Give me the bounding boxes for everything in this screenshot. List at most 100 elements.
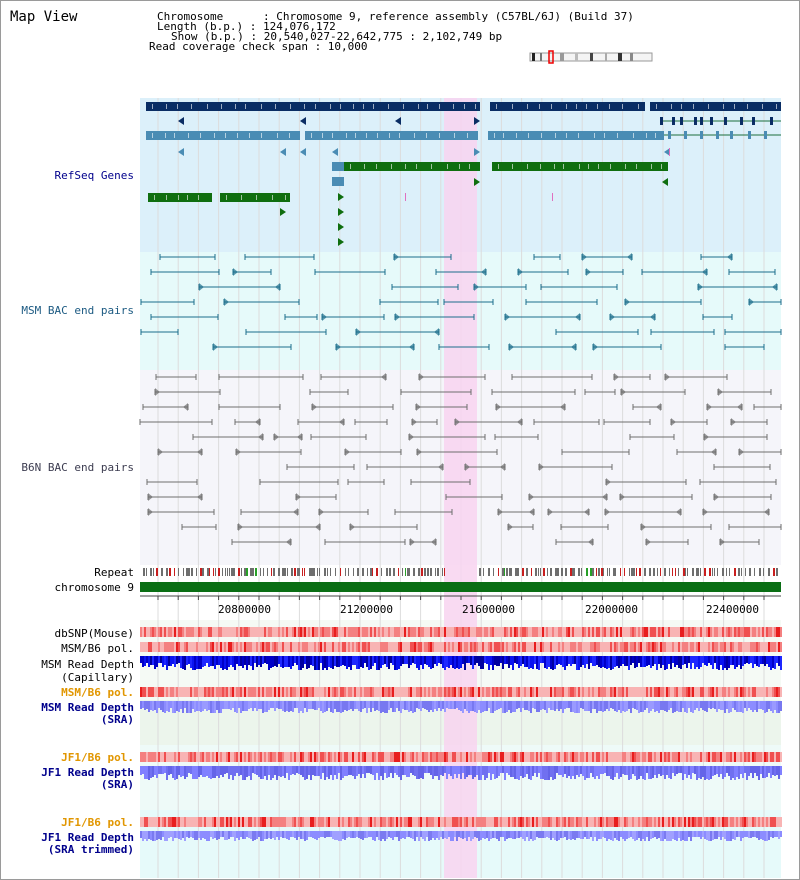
polymorphism-cell	[436, 687, 438, 697]
polymorphism-cell	[336, 642, 338, 652]
msm-bac-label[interactable]: MSM BAC end pairs	[21, 304, 134, 317]
polymorphism-cell	[608, 642, 610, 652]
polymorphism-cell	[774, 817, 776, 827]
read-depth-bin	[676, 766, 678, 774]
polymorphism-cell	[680, 752, 682, 762]
polymorphism-cell	[720, 817, 722, 827]
polymorphism-cell	[444, 687, 446, 697]
polymorphism-cell	[616, 752, 618, 762]
read-depth-bin	[160, 766, 162, 774]
repeat-element	[526, 568, 528, 576]
read-depth-bin	[210, 701, 212, 713]
read-depth-bin	[284, 766, 286, 778]
polymorphism-cell	[214, 752, 216, 762]
polymorphism-cell	[320, 627, 322, 637]
read-depth-bin	[720, 831, 722, 840]
polymorphism-cell	[256, 687, 258, 697]
polymorphism-cell	[450, 642, 452, 652]
polymorphism-cell	[754, 687, 756, 697]
gene-strand-arrow	[338, 223, 344, 231]
polymorphism-cell	[400, 642, 402, 652]
read-depth-bin	[220, 656, 222, 668]
repeat-element	[547, 568, 548, 576]
read-depth-bin	[732, 766, 734, 778]
polymorphism-cell	[278, 817, 280, 827]
polymorphism-cell	[182, 627, 184, 637]
read-depth-bin	[640, 656, 642, 667]
read-depth-bin	[428, 766, 430, 773]
polymorphism-cell	[444, 627, 446, 637]
polymorphism-cell	[302, 817, 304, 827]
read-depth-bin	[562, 766, 564, 777]
polymorphism-cell	[142, 627, 144, 637]
read-depth-bin	[162, 831, 164, 837]
polymorphism-cell	[588, 817, 590, 827]
msm-bac-track[interactable]	[140, 253, 782, 351]
polymorphism-cell	[630, 817, 632, 827]
polymorphism-cell	[436, 642, 438, 652]
polymorphism-cell	[192, 817, 194, 827]
polymorphism-cell	[246, 687, 248, 697]
read-depth-bin	[680, 701, 682, 712]
polymorphism-cell	[510, 817, 512, 827]
polymorphism-cell	[686, 627, 688, 637]
read-depth-bin	[404, 766, 406, 775]
read-depth-bin	[604, 656, 606, 668]
read-depth-bin	[226, 766, 228, 773]
read-depth-bin	[752, 831, 754, 837]
refseq-gene-track[interactable]	[146, 102, 781, 246]
polymorphism-cell	[730, 817, 732, 827]
polymorphism-cell	[318, 817, 320, 827]
read-depth-bin	[326, 831, 328, 837]
polymorphism-cell	[310, 627, 312, 637]
polymorphism-cell	[462, 817, 464, 827]
polymorphism-cell	[588, 642, 590, 652]
read-depth-bin	[532, 656, 534, 669]
read-depth-bin	[704, 831, 706, 839]
polymorphism-cell	[342, 687, 344, 697]
ideogram-position-marker	[548, 50, 554, 64]
read-depth-bin	[544, 831, 546, 838]
polymorphism-cell	[244, 627, 246, 637]
gene-model	[146, 102, 480, 111]
read-depth-bin	[616, 701, 618, 712]
polymorphism-cell	[614, 642, 616, 652]
polymorphism-cell	[694, 817, 696, 827]
b6n-bac-track[interactable]	[139, 373, 782, 546]
polymorphism-cell	[708, 817, 710, 827]
polymorphism-cell	[732, 687, 734, 697]
polymorphism-cell	[458, 752, 460, 762]
read-depth-bin	[590, 831, 592, 837]
polymorphism-cell	[352, 687, 354, 697]
repeat-element	[741, 568, 742, 576]
polymorphism-cell	[244, 752, 246, 762]
polymorphism-cell	[556, 817, 558, 827]
msm-bac-pair-arrow	[610, 313, 615, 321]
polymorphism-cell	[260, 752, 262, 762]
b6n-bac-label[interactable]: B6N BAC end pairs	[21, 461, 134, 474]
polymorphism-cell	[276, 817, 278, 827]
polymorphism-cell	[596, 627, 598, 637]
polymorphism-cell	[576, 642, 578, 652]
polymorphism-cell	[668, 687, 670, 697]
read-depth-bin	[512, 656, 514, 670]
b6n-bac-pair-arrow	[641, 523, 646, 531]
polymorphism-cell	[732, 817, 734, 827]
repeat-element	[183, 568, 184, 576]
polymorphism-cell	[284, 752, 286, 762]
refseq-label[interactable]: RefSeq Genes	[54, 169, 134, 182]
read-depth-bin	[740, 701, 742, 712]
polymorphism-cell	[544, 642, 546, 652]
polymorphism-cell	[626, 752, 628, 762]
polymorphism-cell	[570, 642, 572, 652]
read-depth-bin	[402, 656, 404, 664]
polymorphism-cell	[360, 642, 362, 652]
b6n-bac-pair-arrow	[621, 388, 626, 396]
chromosome-ideogram[interactable]	[529, 50, 653, 64]
read-depth-bin	[590, 766, 592, 773]
polymorphism-cell	[732, 627, 734, 637]
read-depth-bin	[528, 831, 530, 841]
gene-exon-gap	[554, 164, 555, 169]
polymorphism-cell	[386, 752, 388, 762]
